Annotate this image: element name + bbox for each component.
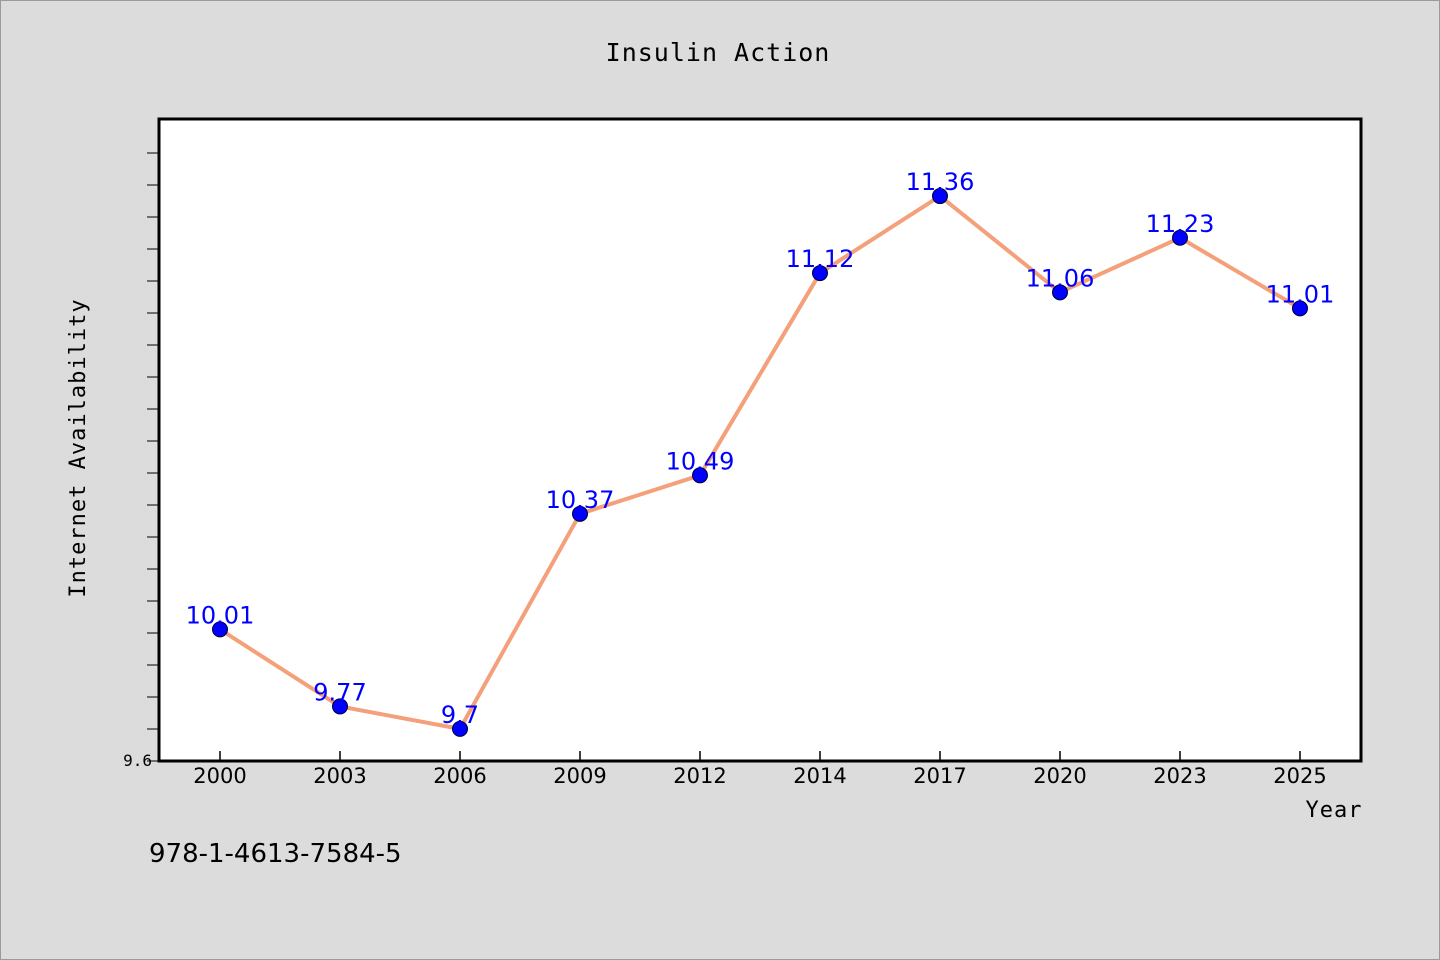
x-tick-label: 2006 xyxy=(433,764,486,788)
data-point xyxy=(452,720,468,737)
data-label: 9.7 xyxy=(441,701,479,729)
data-label: 9.77 xyxy=(313,678,366,706)
y-axis-ticks xyxy=(147,152,159,762)
x-tick-label: 2020 xyxy=(1033,764,1086,788)
y-tick-label-min: 9.6 xyxy=(123,751,152,770)
data-point xyxy=(1172,229,1188,246)
x-tick-label: 2014 xyxy=(793,764,846,788)
data-label: 11.36 xyxy=(906,168,975,196)
x-tick-label: 2003 xyxy=(313,764,366,788)
data-point xyxy=(692,467,708,484)
data-point xyxy=(1292,300,1308,317)
chart-title: Insulin Action xyxy=(606,38,831,67)
data-label: 11.06 xyxy=(1026,264,1095,292)
data-point xyxy=(932,188,948,205)
series-line-group xyxy=(218,194,1302,731)
x-tick-label: 2009 xyxy=(553,764,606,788)
data-point xyxy=(572,505,588,522)
data-label: 10.01 xyxy=(186,601,255,629)
isbn-text: 978-1-4613-7584-5 xyxy=(149,839,402,869)
x-tick-label: 2025 xyxy=(1273,764,1326,788)
data-labels: 10.01 9.77 9.7 10.37 10.49 11.12 11.36 11.06 11.… xyxy=(186,168,1335,729)
x-tick-label: 2012 xyxy=(673,764,726,788)
data-point xyxy=(332,698,348,715)
x-axis-ticks: 2000 2003 2006 2009 2012 2014 2017 2020 2023 2025 xyxy=(193,751,1327,788)
x-tick-label: 2000 xyxy=(193,764,246,788)
data-label: 10.49 xyxy=(666,447,735,475)
data-point xyxy=(812,265,828,282)
data-label: 11.23 xyxy=(1146,210,1215,238)
data-label: 10.37 xyxy=(546,486,615,514)
x-tick-label: 2017 xyxy=(913,764,966,788)
data-label: 11.01 xyxy=(1266,280,1335,308)
series-line xyxy=(218,194,1302,731)
plot-area xyxy=(157,117,1363,763)
data-label: 11.12 xyxy=(786,245,855,273)
data-point xyxy=(212,621,228,638)
x-tick-label: 2023 xyxy=(1153,764,1206,788)
x-axis-label: Year xyxy=(1306,798,1363,823)
y-axis-label: Internet Availability xyxy=(66,298,91,597)
data-point xyxy=(1052,284,1068,301)
data-markers xyxy=(212,188,1308,737)
